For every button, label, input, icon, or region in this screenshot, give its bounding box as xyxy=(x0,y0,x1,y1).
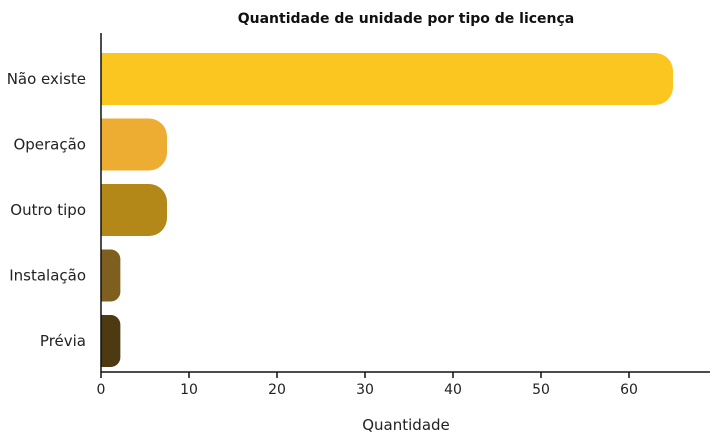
category-labels: Não existe Operação Outro tipo Instalação Pr… xyxy=(7,70,86,350)
chart-title: Quantidade de unidade por tipo de licenç… xyxy=(238,11,575,27)
x-tick-label: 0 xyxy=(97,382,106,398)
x-tick-label: 40 xyxy=(444,382,462,398)
bar-base-fill xyxy=(101,315,111,367)
bars-group xyxy=(101,53,673,367)
x-axis-label: Quantidade xyxy=(362,416,450,434)
bar-base-fill xyxy=(101,249,111,302)
category-label: Outro tipo xyxy=(10,201,86,219)
x-tick-label: 20 xyxy=(268,382,286,398)
category-label: Prévia xyxy=(40,332,86,350)
x-ticks: 0 10 20 30 40 50 60 xyxy=(97,372,638,398)
x-tick-label: 50 xyxy=(532,382,550,398)
x-tick-label: 30 xyxy=(356,382,374,398)
x-tick-label: 10 xyxy=(180,382,198,398)
x-tick-label: 60 xyxy=(620,382,638,398)
category-label: Não existe xyxy=(7,70,86,88)
category-label: Operação xyxy=(13,136,86,154)
bar-base-fill xyxy=(101,53,119,105)
bar-base-fill xyxy=(101,118,119,171)
bar-base-fill xyxy=(101,184,119,236)
bar-nao-existe xyxy=(101,53,673,105)
category-label: Instalação xyxy=(9,267,86,285)
